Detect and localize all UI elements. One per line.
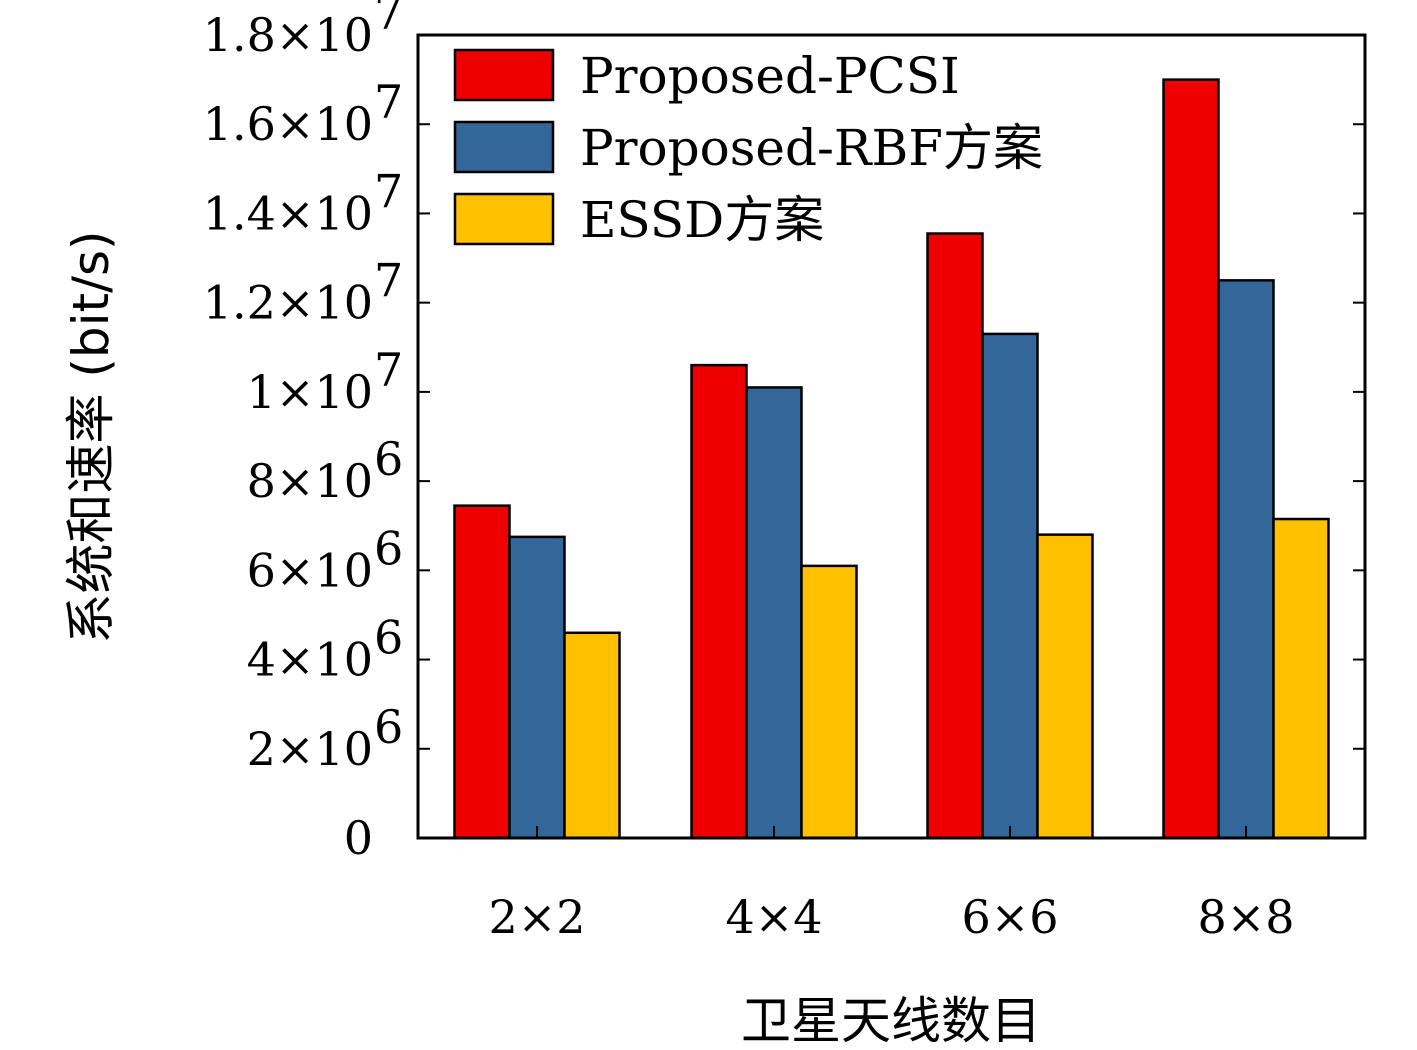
y-tick-label: 1×10	[247, 365, 373, 419]
bar-3-2	[800, 564, 858, 840]
legend-swatch-3	[453, 192, 555, 246]
y-tick-exponent: 7	[374, 254, 403, 308]
y-tick-label: 0	[344, 811, 373, 865]
bar-1-2	[690, 363, 748, 840]
bars	[453, 78, 1330, 840]
legend-swatch-1	[453, 48, 555, 102]
legend-label-1: Proposed-PCSI	[580, 47, 960, 105]
bar-2-3	[981, 332, 1039, 840]
bar-2-4	[1217, 279, 1275, 840]
x-tick-label: 6×6	[961, 890, 1058, 944]
x-axis-title: 卫星天线数目	[741, 992, 1041, 1050]
y-tick-exponent: 7	[374, 343, 403, 397]
bar-3-4	[1272, 517, 1330, 840]
legend-swatch-2	[453, 120, 555, 174]
y-tick-exponent: 6	[374, 521, 403, 575]
bar-3-3	[1036, 533, 1094, 840]
y-tick-label: 4×10	[247, 633, 373, 687]
x-tick-label: 8×8	[1197, 890, 1294, 944]
y-tick-label: 1.2×10	[203, 276, 373, 330]
y-tick-label: 6×10	[247, 543, 373, 597]
bar-2-2	[745, 386, 803, 840]
bar-3-1	[563, 631, 621, 840]
y-tick-exponent: 6	[374, 432, 403, 486]
y-tick-exponent: 7	[374, 75, 403, 129]
bar-1-1	[453, 504, 511, 840]
y-tick-label: 8×10	[247, 454, 373, 508]
bar-1-3	[926, 232, 984, 840]
legend-label-3: ESSD方案	[580, 191, 824, 249]
y-tick-label: 1.4×10	[203, 186, 373, 240]
y-tick-exponent: 6	[374, 611, 403, 665]
y-tick-label: 1.6×10	[203, 97, 373, 151]
bar-1-4	[1162, 78, 1220, 840]
y-axis-title: 系统和速率 (bit/s)	[62, 230, 120, 643]
y-tick-exponent: 7	[374, 0, 403, 40]
plot-frame	[416, 33, 1367, 840]
legend: Proposed-PCSI Proposed-RBF方案 ESSD方案	[453, 47, 1043, 249]
y-tick-exponent: 6	[374, 700, 403, 754]
y-axis-ticks: 02×10 64×10 66×10 68×10 61×10 71.2×10 71.4×10 7…	[203, 0, 1365, 865]
legend-label-2: Proposed-RBF方案	[580, 119, 1043, 177]
x-axis-ticks: 2×2 4×4 6×6 8×8	[488, 826, 1295, 944]
x-tick-label: 2×2	[488, 890, 585, 944]
y-tick-exponent: 7	[374, 164, 403, 218]
bar-2-1	[508, 535, 566, 840]
x-tick-label: 4×4	[725, 890, 822, 944]
y-tick-label: 2×10	[247, 722, 373, 776]
y-tick-label: 1.8×10	[203, 8, 373, 62]
